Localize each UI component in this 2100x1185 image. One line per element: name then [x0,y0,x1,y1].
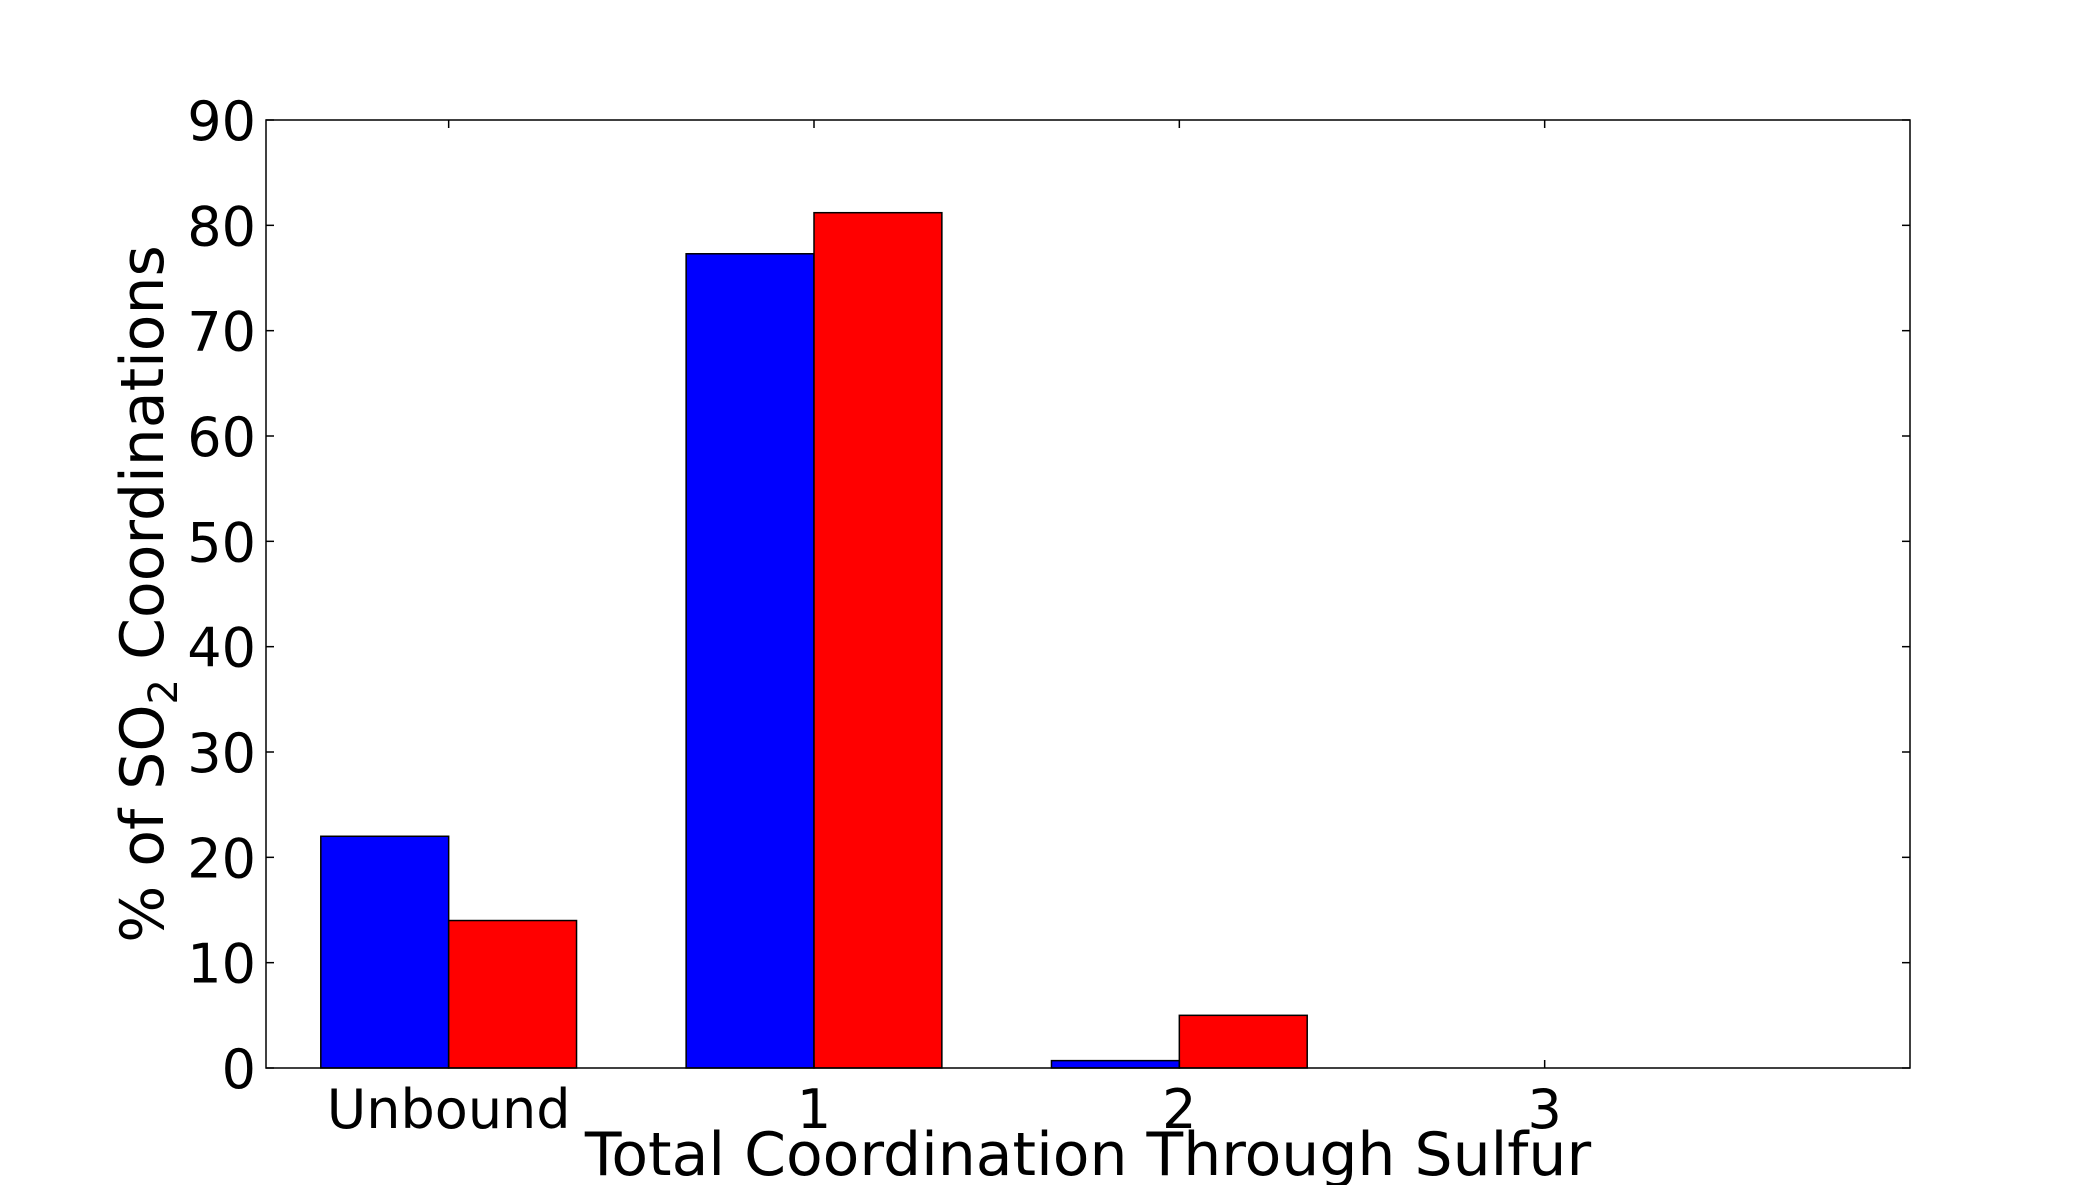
x-tick-labels-group: Unbound 1 2 3 [327,1078,1562,1141]
x-tick-label: 3 [1527,1078,1561,1141]
y-tick-label: 50 [187,511,256,574]
bars-group [320,211,1308,1069]
plot-area-frame [265,119,1911,1069]
y-axis-title-prefix: % of SO [108,704,178,942]
bar-series1-unbound [320,835,450,1069]
tick-marks-group [266,119,1910,1069]
y-tick-label: 60 [187,406,256,469]
bar-series2-unbound [447,919,578,1069]
y-tick-label: 10 [187,933,256,996]
x-tick-label: 1 [797,1078,831,1141]
bar-series1-2 [1050,1059,1181,1069]
bar-series2-1 [813,211,943,1069]
y-tick-label: 0 [222,1038,256,1101]
bar-series1-1 [685,253,815,1069]
y-tick-labels-group: 0 10 20 30 40 50 60 70 80 90 [187,90,256,1101]
y-tick-label: 90 [187,90,256,153]
y-tick-label: 30 [187,722,256,785]
y-tick-label: 20 [187,827,256,890]
x-tick-label: Unbound [327,1078,571,1141]
y-tick-label: 40 [187,617,256,680]
bar-series2-2 [1178,1014,1308,1069]
y-axis-title-suffix: Coordinations [108,245,178,679]
x-axis-title: Total Coordination Through Sulfur [584,1120,1592,1185]
y-tick-label: 80 [187,195,256,258]
y-axis-title-subscript: 2 [141,679,187,704]
x-tick-label: 2 [1162,1078,1196,1141]
y-axis-title: % of SO2 Coordinations [108,245,187,943]
y-tick-label: 70 [187,301,256,364]
